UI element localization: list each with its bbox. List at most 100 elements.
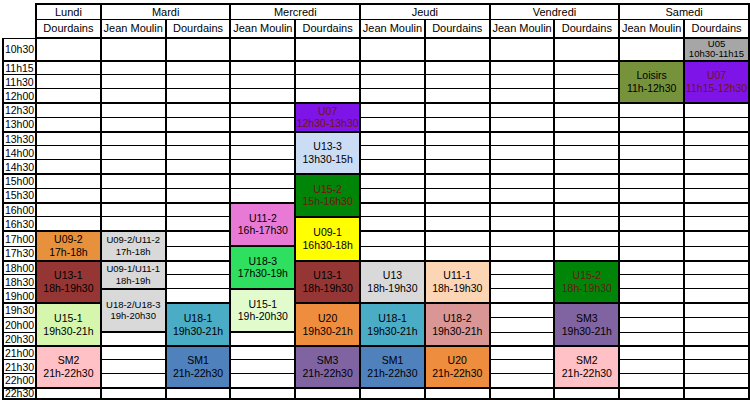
slot-mardi-dourdains-13h00 [166,117,231,132]
day-header-mardi: Mardi [102,5,230,19]
slot-vendredi-jean-moulin-15h00 [490,174,555,188]
venue-header-vendredi-dourdains: Dourdains [555,20,618,38]
block-u15-1-mercredi-jean-moulin: U15-119h-20h30 [230,289,295,333]
time-cell-17h00: 17h00 [3,231,36,246]
slot-vendredi-jean-moulin-21h00 [490,346,555,360]
block-u13-3-mercredi-dourdains: U13-313h30-15h [295,132,360,175]
slot-jeudi-dourdains-16h00 [425,203,490,217]
slot-vendredi-jean-moulin-14h00 [490,146,555,160]
time-label-21h00: 21h00 [4,347,35,359]
slot-mercredi-jean-moulin-10h30 [230,38,295,61]
slot-samedi-jean-moulin-19h30 [619,303,684,317]
block-name: SM2 [555,354,618,367]
block-name: U11-2 [231,212,294,225]
slot-lundi-dourdains-15h30 [36,188,101,203]
slot-samedi-dourdains-22h30 [684,388,749,400]
slot-mercredi-jean-moulin-11h15 [230,61,295,75]
block-name: U11-1 [426,269,489,282]
slot-mercredi-jean-moulin-21h30 [230,360,295,374]
slot-vendredi-jean-moulin-17h30 [490,246,555,261]
block-name: U20 [426,354,489,367]
block-name: SM1 [361,354,424,367]
time-label-17h30: 17h30 [4,247,35,260]
slot-lundi-dourdains-11h15 [36,61,101,75]
block-name: U15-1 [37,312,100,325]
slot-vendredi-jean-moulin-17h00 [490,231,555,246]
block-name: U07 [685,69,748,82]
slot-mardi-jean-moulin-21h00 [101,346,166,360]
slot-jeudi-jean-moulin-17h30 [360,246,425,261]
block-u18-2-jeudi-dourdains: U18-219h30-21h [425,303,490,346]
slot-samedi-jean-moulin-17h00 [619,231,684,246]
time-cell-16h30: 16h30 [3,217,36,232]
slot-samedi-dourdains-19h30 [684,303,749,317]
slot-samedi-dourdains-18h30 [684,275,749,289]
day-header-mercredi: Mercredi [231,5,359,19]
block-time: 17h-18h [37,246,100,259]
block-name: SM2 [37,354,100,367]
time-label-18h30: 18h30 [4,275,35,288]
weekly-schedule-table: LundiMardiMercrediJeudiVendrediSamediDou… [2,3,750,400]
block-time: 11h15-12h30 [685,82,748,95]
block-name: U18-1 [361,312,424,325]
time-cell-19h00: 19h00 [3,289,36,304]
slot-samedi-jean-moulin-13h30 [619,132,684,146]
slot-vendredi-dourdains-11h15 [554,61,619,75]
block-u18-2-u18-3-mardi-jean-moulin: U18-2/U18-319h-20h30 [101,289,166,333]
time-cell-13h30: 13h30 [3,132,36,146]
time-cell-14h00: 14h00 [3,146,36,160]
time-cell-13h00: 13h00 [3,117,36,132]
slot-jeudi-dourdains-16h30 [425,217,490,232]
slot-mardi-jean-moulin-12h00 [101,89,166,104]
slot-samedi-jean-moulin-19h00 [619,289,684,304]
slot-samedi-jean-moulin-15h00 [619,174,684,188]
venue-header-lundi-dourdains: Dourdains [37,20,100,38]
block-name: U13-1 [37,269,100,282]
time-cell-22h00: 22h00 [3,374,36,388]
slot-lundi-dourdains-22h30 [36,388,101,400]
slot-mercredi-dourdains-10h30 [295,38,360,61]
time-label-11h15: 11h15 [4,62,35,75]
slot-samedi-dourdains-20h00 [684,317,749,332]
slot-samedi-jean-moulin-21h00 [619,346,684,360]
slot-jeudi-jean-moulin-13h30 [360,132,425,146]
block-u15-2-mercredi-dourdains: U15-215h-16h30 [295,174,360,217]
slot-mercredi-jean-moulin-12h30 [230,103,295,117]
time-label-10h30: 10h30 [4,39,35,60]
slot-samedi-jean-moulin-20h30 [619,332,684,346]
slot-samedi-dourdains-20h30 [684,332,749,346]
block-time: 21h-22h30 [555,367,618,380]
block-name: SM3 [296,354,359,367]
slot-jeudi-jean-moulin-14h30 [360,160,425,175]
slot-mercredi-dourdains-12h00 [295,89,360,104]
slot-mardi-jean-moulin-11h30 [101,75,166,89]
block-u09-1-mercredi-dourdains: U09-116h30-18h [295,217,360,261]
slot-mardi-dourdains-12h00 [166,89,231,104]
time-cell-12h00: 12h00 [3,89,36,104]
block-name: U07 [296,105,359,118]
time-cell-12h30: 12h30 [3,103,36,117]
block-time: 19h-20h30 [231,310,294,323]
time-cell-15h00: 15h00 [3,174,36,188]
slot-mardi-dourdains-19h00 [166,289,231,304]
block-time: 19h30-21h [361,325,424,338]
slot-mardi-dourdains-11h30 [166,75,231,89]
block-time: 19h30-21h [426,325,489,338]
slot-vendredi-dourdains-22h30 [554,388,619,400]
block-sm2-lundi-dourdains: SM221h-22h30 [36,346,101,388]
slot-vendredi-jean-moulin-13h30 [490,132,555,146]
slot-vendredi-dourdains-11h30 [554,75,619,89]
block-u07-samedi-dourdains: U0711h15-12h30 [684,61,749,104]
venue-header-vendredi-jean-moulin: Jean Moulin [491,20,554,38]
slot-samedi-dourdains-14h30 [684,160,749,175]
block-name: U09-2/U11-2 [102,234,165,246]
slot-vendredi-jean-moulin-21h30 [490,360,555,374]
block-time: 19h30-21h [37,325,100,338]
slot-vendredi-jean-moulin-19h30 [490,303,555,317]
time-label-16h30: 16h30 [4,217,35,230]
slot-mardi-dourdains-22h30 [166,388,231,400]
time-label-15h00: 15h00 [4,175,35,188]
slot-jeudi-dourdains-22h30 [425,388,490,400]
slot-mardi-jean-moulin-12h30 [101,103,166,117]
slot-mercredi-jean-moulin-21h00 [230,346,295,360]
